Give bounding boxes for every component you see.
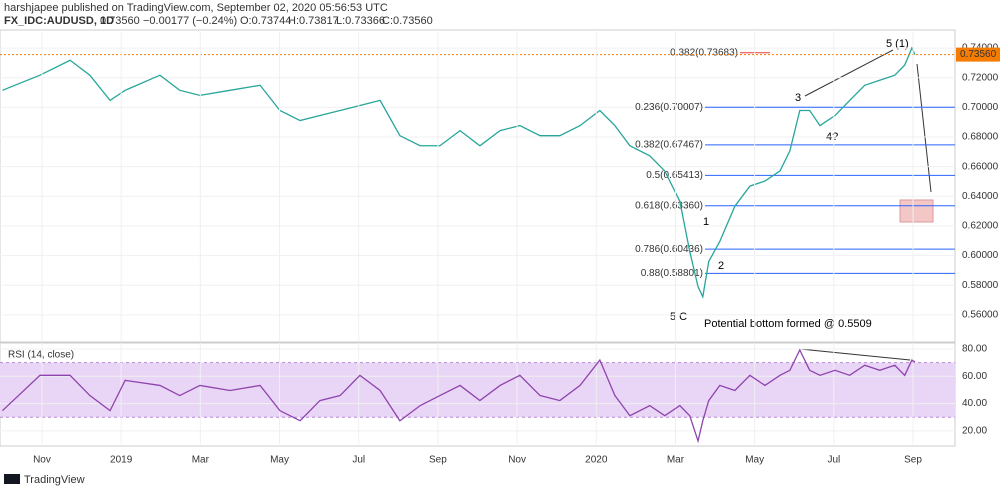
wave-arrow	[804, 49, 894, 97]
price-pane	[0, 29, 956, 343]
x-tick-label: Sep	[904, 455, 922, 466]
fib-label: 0.88(0.58801)	[641, 268, 703, 279]
annotation: Potential bottom formed @ 0.5509	[704, 318, 872, 330]
divergence-line	[799, 348, 911, 361]
x-tick-label: Sep	[429, 455, 447, 466]
y-tick-label: 0.64000	[962, 191, 999, 202]
rsi-title: RSI (14, close)	[8, 350, 74, 361]
open: O:0.73744	[240, 15, 291, 27]
fib-label: 0.382(0.73683)	[670, 47, 738, 58]
rsi-band	[0, 362, 955, 418]
y-tick-label: 60.00	[962, 371, 987, 382]
last-price-tag	[956, 47, 1000, 62]
fib-label: 0.236(0.70007)	[635, 102, 703, 113]
fib-label: 0.382(0.67467)	[635, 140, 703, 151]
wave-label: 5 C	[670, 311, 687, 323]
y-tick-label: 0.60000	[962, 250, 999, 261]
x-tick-label: May	[745, 455, 764, 466]
low: L:0.73366	[336, 15, 385, 27]
x-tick-label: Mar	[667, 455, 685, 466]
x-tick-label: Nov	[508, 455, 526, 466]
fib-label: 0.786(0.60436)	[635, 244, 703, 255]
y-tick-label: 80.00	[962, 344, 987, 355]
target-box	[899, 199, 934, 223]
series-line	[2, 46, 916, 299]
logo: TradingView	[24, 474, 85, 486]
change: −0.00177 (−0.24%)	[143, 15, 237, 27]
y-tick-label: 20.00	[962, 425, 987, 436]
x-tick-label: Mar	[192, 455, 210, 466]
x-tick-label: 2020	[585, 455, 608, 466]
x-tick-label: 2019	[110, 455, 133, 466]
x-tick-label: Nov	[33, 455, 51, 466]
logo-icon	[4, 474, 20, 484]
y-tick-label: 0.58000	[962, 280, 999, 291]
y-tick-label: 40.00	[962, 398, 987, 409]
last-price-text: 0.73560	[960, 49, 997, 60]
x-tick-label: May	[270, 455, 289, 466]
wave-label: 2	[718, 260, 724, 272]
x-tick-label: Jul	[352, 455, 365, 466]
down-arrow	[916, 63, 932, 193]
y-tick-label: 0.72000	[962, 72, 999, 83]
y-tick-label: 0.68000	[962, 132, 999, 143]
fib-label: 0.618(0.63360)	[635, 200, 703, 211]
wave-label: 3	[795, 92, 801, 104]
close: C:0.73560	[382, 15, 433, 27]
last: 0.73560	[100, 15, 140, 27]
wave-label: 1	[703, 216, 709, 228]
y-tick-label: 0.62000	[962, 221, 999, 232]
wave-label: 5 (1)	[886, 38, 909, 50]
y-tick-label: 0.70000	[962, 102, 999, 113]
publisher: harshjapee published on TradingView.com,…	[4, 2, 388, 14]
y-tick-label: 0.56000	[962, 310, 999, 321]
series-line	[1, 348, 916, 444]
fib-label: 0.5(0.65413)	[646, 170, 703, 181]
symbol: FX_IDC:AUDUSD, 1D	[4, 15, 114, 27]
x-tick-label: Jul	[827, 455, 840, 466]
high: H:0.73817	[288, 15, 339, 27]
y-tick-label: 0.66000	[962, 161, 999, 172]
